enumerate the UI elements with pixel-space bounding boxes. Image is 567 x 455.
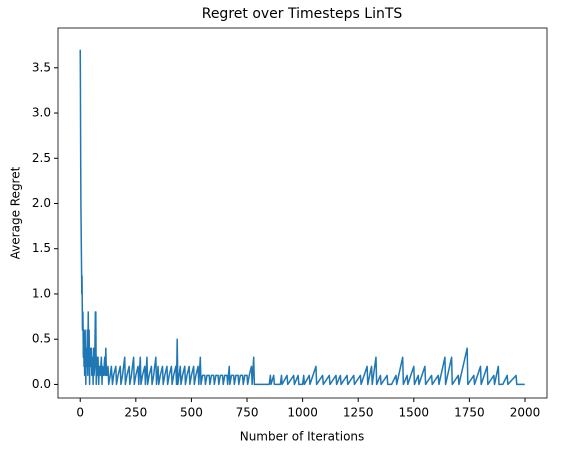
x-tick-label: 750 (236, 406, 259, 420)
y-tick-label: 1.5 (32, 241, 51, 255)
x-tick-label: 2000 (510, 406, 541, 420)
y-axis-label: Average Regret (9, 166, 23, 259)
y-tick-label: 1.0 (32, 286, 51, 300)
chart-title: Regret over Timesteps LinTS (202, 6, 403, 22)
x-tick-label: 0 (76, 406, 84, 420)
y-tick-label: 3.5 (32, 60, 51, 74)
y-tick-label: 3.0 (32, 106, 51, 120)
y-tick-label: 2.5 (32, 151, 51, 165)
x-tick-label: 500 (180, 406, 203, 420)
y-tick-label: 0.5 (32, 332, 51, 346)
x-axis-label: Number of Iterations (240, 430, 365, 444)
x-tick-label: 1250 (343, 406, 374, 420)
y-tick-label: 2.0 (32, 196, 51, 210)
line-series (79, 49, 525, 386)
x-tick-label: 1750 (454, 406, 485, 420)
y-tick-label: 0.0 (32, 377, 51, 391)
x-tick-label: 1000 (287, 406, 318, 420)
plot-frame (57, 27, 548, 399)
x-tick-label: 250 (124, 406, 147, 420)
x-tick-label: 1500 (399, 406, 430, 420)
